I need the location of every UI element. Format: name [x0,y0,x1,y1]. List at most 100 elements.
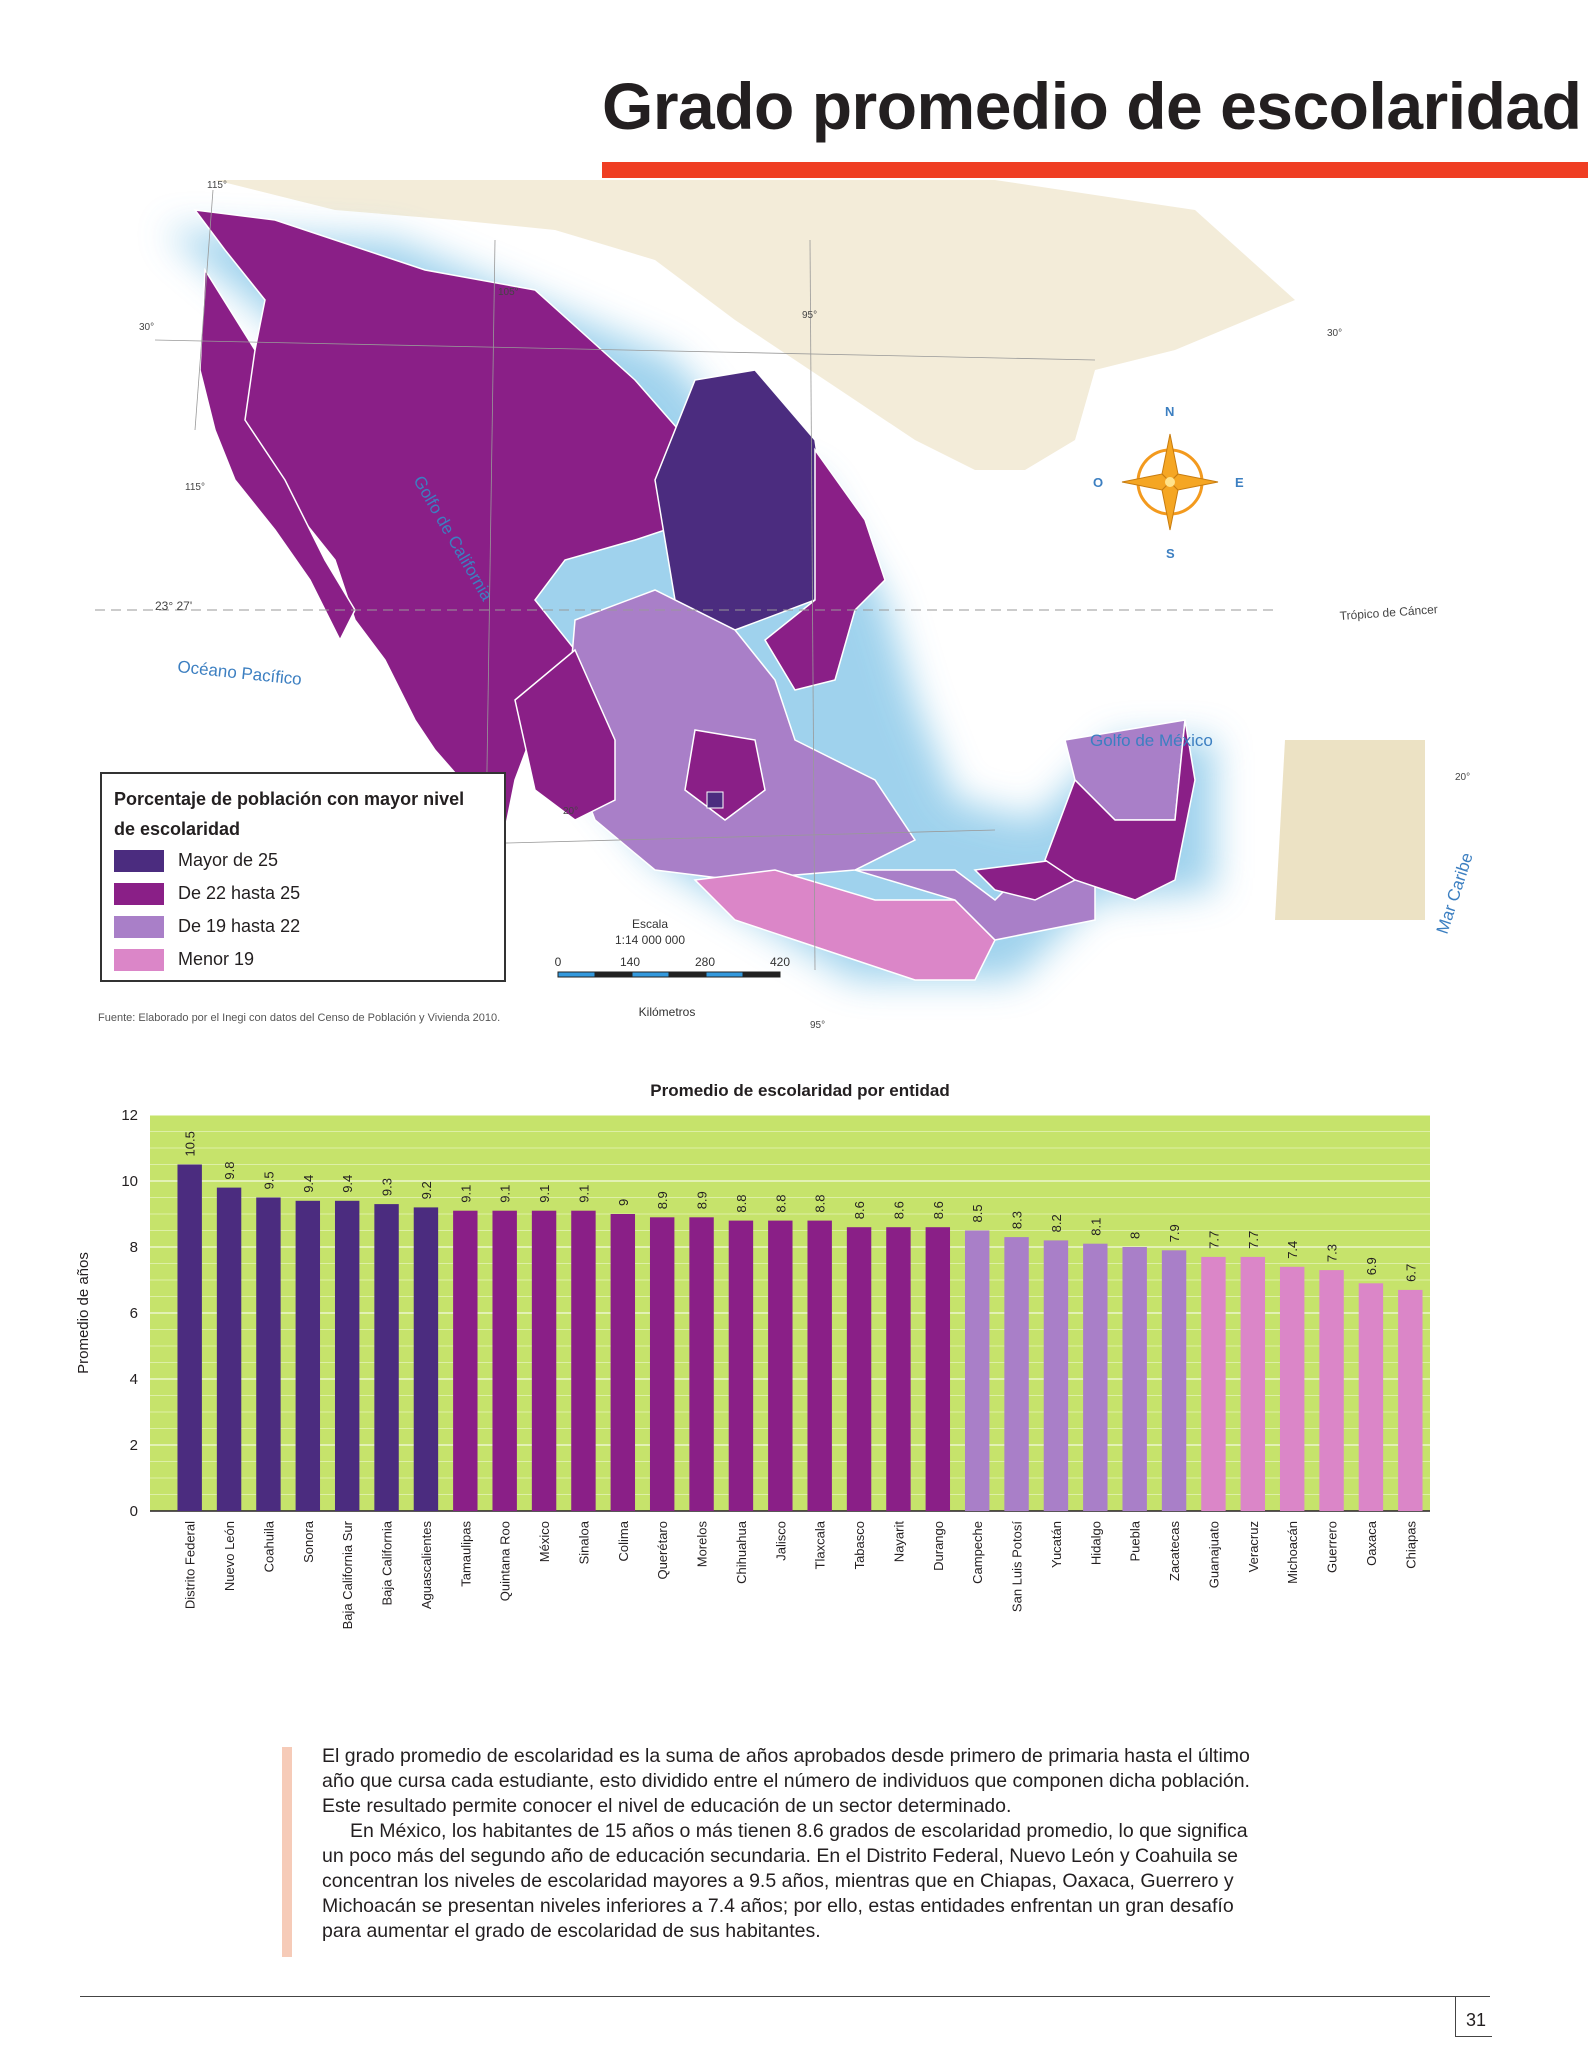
bar [768,1220,793,1511]
category-label: Colima [616,1520,631,1561]
pacific-ocean-label: Océano Pacífico [177,657,303,689]
bar [846,1227,872,1511]
data-label: 8.8 [734,1195,749,1213]
data-label: 8.6 [852,1201,867,1219]
bar [374,1204,399,1511]
region-22-25-yucatan [1044,719,1196,901]
chart-bars [177,1164,1423,1511]
legend-swatch [114,882,164,905]
data-label: 6.7 [1403,1264,1418,1282]
data-label: 9.2 [419,1181,434,1199]
bar [1279,1266,1305,1511]
region-22-25-tamaulipas [764,447,886,691]
scale-unit: Kilómetros [639,1005,696,1019]
y-tick-label: 6 [130,1305,138,1322]
bar [1319,1270,1344,1511]
bar [689,1217,714,1511]
bar [1161,1250,1187,1511]
scale-tick-420: 420 [770,955,790,969]
region-19-22-center [564,589,917,881]
bar [531,1210,557,1511]
data-label: 7.3 [1325,1244,1340,1262]
data-label: 8.6 [891,1201,906,1219]
bar [1043,1240,1069,1511]
bar [1122,1247,1147,1511]
graticule-label-115: 115° [207,180,227,191]
data-label: 8.5 [970,1204,985,1222]
graticule-label-115-lower: 115° [185,482,205,493]
compass-south-label: S [1166,546,1175,561]
map-legend: Porcentaje de población con mayor nivel … [100,772,506,982]
data-label: 9 [616,1199,631,1206]
data-label: 8.3 [1010,1211,1025,1229]
tropic-latitude-label: 23° 27' [155,599,192,613]
category-label: Nayarit [891,1521,906,1563]
gulf-mexico-label: Golfo de México [1090,731,1213,750]
graticule-label-20: 20° [563,806,578,817]
bar [1201,1256,1226,1511]
central-america-land [1275,740,1425,920]
scale-tick-280: 280 [695,955,715,969]
category-label: Tamaulipas [458,1521,473,1587]
category-label: Guerrero [1325,1521,1340,1573]
data-label: 9.4 [301,1175,316,1193]
bar [925,1227,951,1511]
category-label: Chiapas [1403,1521,1418,1569]
data-label: 7.7 [1246,1231,1261,1249]
region-mayor25-df [706,791,724,809]
bar [728,1220,754,1511]
data-label: 7.4 [1285,1241,1300,1259]
data-label: 7.9 [1167,1224,1182,1242]
scale-bar [557,971,781,978]
category-label: Jalisco [773,1521,788,1561]
scale-tick-140: 140 [620,955,640,969]
y-tick-label: 10 [121,1173,138,1190]
category-label: Querétaro [655,1521,670,1580]
data-label: 8.8 [773,1195,788,1213]
data-label: 8.8 [813,1195,828,1213]
compass-east-label: E [1235,475,1244,490]
scale-ratio: 1:14 000 000 [615,933,685,947]
category-label: Puebla [1128,1520,1143,1561]
bar [256,1197,281,1511]
legend-item-mayor-25: Mayor de 25 [114,844,492,877]
data-label: 9.1 [576,1185,591,1203]
data-label: 8.6 [931,1201,946,1219]
bar [413,1207,439,1511]
legend-swatch [114,849,164,872]
legend-swatch [114,948,164,971]
bar [334,1200,360,1511]
category-label: Tlaxcala [813,1520,828,1569]
bar [649,1217,675,1511]
data-label: 8 [1128,1232,1143,1239]
legend-swatch [114,915,164,938]
paragraph-2: En México, los habitantes de 15 años o m… [322,1820,1248,1942]
data-label: 10.5 [183,1131,198,1156]
bar [177,1164,202,1511]
legend-item-19-22: De 19 hasta 22 [114,910,492,943]
bar [1240,1256,1266,1511]
data-label: 9.3 [380,1178,395,1196]
graticule-label-20-east: 20° [1455,772,1470,783]
category-label: Sonora [301,1520,316,1563]
bar [610,1214,636,1511]
region-22-25-center-small [684,729,766,821]
tropic-label: Trópico de Cáncer [1339,602,1438,623]
bar [453,1210,478,1511]
category-label: Morelos [695,1521,710,1568]
legend-item-label: Menor 19 [178,949,255,969]
scale-title: Escala [632,917,668,931]
category-label: Distrito Federal [183,1521,198,1609]
bar [807,1220,832,1511]
data-label: 6.9 [1364,1257,1379,1275]
page-title: Grado promedio de escolaridad [602,69,1582,143]
bar [216,1187,242,1511]
data-label: 9.4 [340,1175,355,1193]
mexico-map: 115° 115° 105° 105° 95° 95° 30° 30° 20° … [95,180,1477,1031]
legend-item-label: De 22 hasta 25 [178,883,301,903]
category-label: Durango [931,1521,946,1571]
data-label: 7.7 [1206,1231,1221,1249]
category-label: Veracruz [1246,1521,1261,1572]
category-label: San Luis Potosí [1010,1521,1025,1612]
page-number-box [1455,1996,1492,2037]
